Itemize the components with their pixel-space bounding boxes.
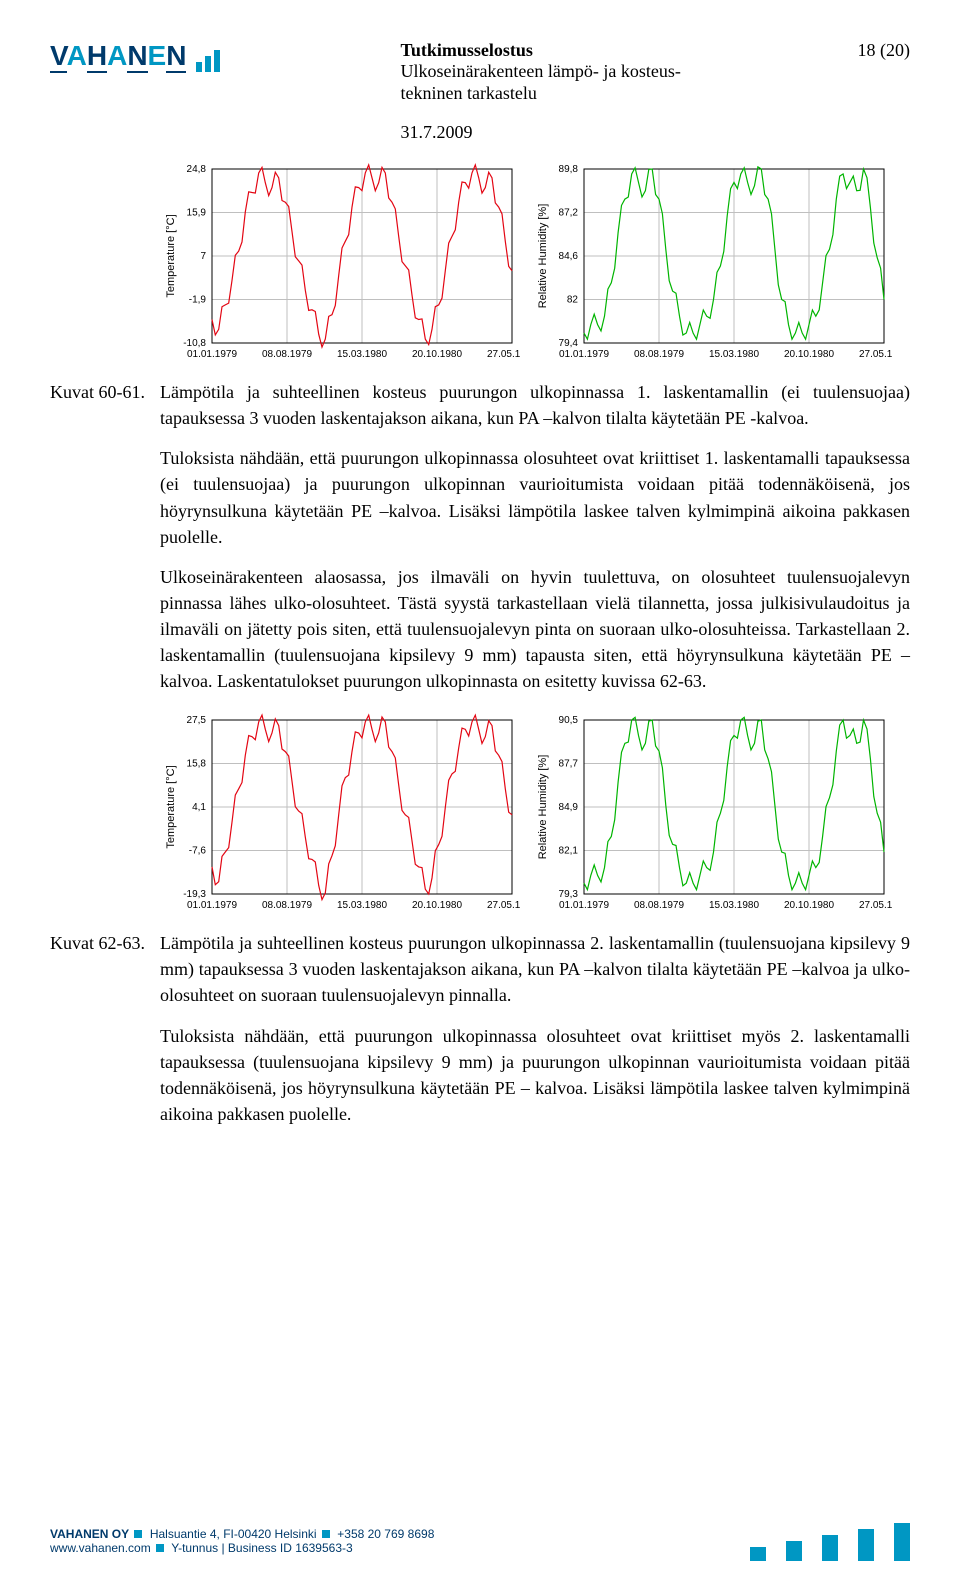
- chart-humidity-1: 89,8 87,2 84,6 82 79,401.01.1979 08.08.1979 15…: [532, 161, 892, 371]
- svg-text:82: 82: [567, 295, 579, 306]
- svg-text:-19,3: -19,3: [183, 889, 206, 900]
- paragraph-3: Tuloksista nähdään, että puurungon ulkop…: [160, 1023, 910, 1127]
- figure-caption-text-1: Lämpötila ja suhteellinen kosteus puurun…: [160, 379, 910, 431]
- svg-text:-10,8: -10,8: [183, 338, 206, 349]
- footer-web: www.vahanen.com: [50, 1541, 151, 1555]
- chart-temperature-2: 27,5 15,8 4,1 -7,6 -19,301.01.1979 08.08.1979…: [160, 712, 520, 922]
- svg-text:20.10.1980: 20.10.1980: [412, 900, 462, 911]
- footer-company: VAHANEN OY: [50, 1527, 129, 1541]
- svg-text:01.01.1979: 01.01.1979: [187, 349, 237, 360]
- svg-text:-1,9: -1,9: [189, 295, 207, 306]
- svg-text:27,5: 27,5: [187, 715, 207, 726]
- svg-text:20.10.1980: 20.10.1980: [784, 349, 834, 360]
- doc-subtitle-1: Ulkoseinärakenteen lämpö- ja kosteus-: [400, 61, 857, 83]
- footer-biz-id: 1639563-3: [295, 1541, 352, 1555]
- page-header: VAHANEN Tutkimusselostus Ulkoseinärakent…: [50, 40, 910, 143]
- svg-text:87,2: 87,2: [559, 208, 579, 219]
- figure-label-2: Kuvat 62-63.: [50, 930, 160, 1008]
- svg-text:7: 7: [200, 251, 206, 262]
- footer-biz-label: Y-tunnus | Business ID: [171, 1541, 292, 1555]
- chart-humidity-2: 90,5 87,7 84,9 82,1 79,301.01.1979 08.08.1979…: [532, 712, 892, 922]
- logo: VAHANEN: [50, 40, 220, 72]
- svg-text:Temperature [°C]: Temperature [°C]: [165, 766, 177, 849]
- footer-bars-icon: [750, 1523, 910, 1561]
- svg-text:15.03.1980: 15.03.1980: [337, 900, 387, 911]
- doc-subtitle-2: tekninen tarkastelu: [400, 83, 857, 105]
- svg-text:Relative Humidity [%]: Relative Humidity [%]: [537, 204, 549, 309]
- square-icon: [134, 1530, 142, 1538]
- svg-text:Temperature [°C]: Temperature [°C]: [165, 215, 177, 298]
- svg-text:27.05.1981: 27.05.1981: [859, 900, 892, 911]
- svg-text:01.01.1979: 01.01.1979: [187, 900, 237, 911]
- svg-text:08.08.1979: 08.08.1979: [634, 900, 684, 911]
- svg-text:27.05.1981: 27.05.1981: [487, 900, 520, 911]
- svg-text:15.03.1980: 15.03.1980: [709, 349, 759, 360]
- figure-row-1: 24,815,97-1,9-10,801.01.197908.08.197915…: [50, 161, 910, 371]
- svg-text:79,3: 79,3: [559, 889, 579, 900]
- logo-text: VAHANEN: [50, 40, 186, 72]
- doc-date: 31.7.2009: [400, 122, 857, 143]
- svg-text:01.01.1979: 01.01.1979: [559, 349, 609, 360]
- square-icon: [156, 1544, 164, 1552]
- svg-text:01.01.1979: 01.01.1979: [559, 900, 609, 911]
- square-icon: [322, 1530, 330, 1538]
- page-footer: VAHANEN OY Halsuantie 4, FI-00420 Helsin…: [50, 1527, 910, 1555]
- svg-text:87,7: 87,7: [559, 759, 579, 770]
- svg-text:08.08.1979: 08.08.1979: [262, 900, 312, 911]
- svg-text:79,4: 79,4: [559, 338, 579, 349]
- page-number: 18 (20): [858, 40, 911, 61]
- figure-label-1: Kuvat 60-61.: [50, 379, 160, 431]
- svg-text:-7,6: -7,6: [189, 846, 207, 857]
- logo-bars-icon: [196, 50, 220, 72]
- svg-text:Relative Humidity [%]: Relative Humidity [%]: [537, 755, 549, 860]
- svg-text:08.08.1979: 08.08.1979: [262, 349, 312, 360]
- footer-tel: +358 20 769 8698: [337, 1527, 434, 1541]
- svg-text:15.03.1980: 15.03.1980: [337, 349, 387, 360]
- svg-text:89,8: 89,8: [559, 164, 579, 175]
- svg-text:20.10.1980: 20.10.1980: [412, 349, 462, 360]
- svg-text:90,5: 90,5: [559, 715, 579, 726]
- svg-text:24,8: 24,8: [187, 164, 207, 175]
- chart-temperature-1: 24,8 15,9 7 -1,9 -10,801.01.1979 08.08.1979 15…: [160, 161, 520, 371]
- svg-text:15,9: 15,9: [187, 208, 207, 219]
- figure-caption-text-2: Lämpötila ja suhteellinen kosteus puurun…: [160, 930, 910, 1008]
- svg-text:27.05.1981: 27.05.1981: [487, 349, 520, 360]
- figure-caption-2: Kuvat 62-63. Lämpötila ja suhteellinen k…: [50, 930, 910, 1008]
- paragraph-2: Ulkoseinärakenteen alaosassa, jos ilmavä…: [160, 564, 910, 694]
- svg-text:84,6: 84,6: [559, 251, 579, 262]
- svg-text:4,1: 4,1: [192, 802, 206, 813]
- footer-address: Halsuantie 4, FI-00420 Helsinki: [150, 1527, 317, 1541]
- paragraph-1: Tuloksista nähdään, että puurungon ulkop…: [160, 445, 910, 549]
- doc-title: Tutkimusselostus: [400, 40, 857, 61]
- svg-text:20.10.1980: 20.10.1980: [784, 900, 834, 911]
- svg-text:15,8: 15,8: [187, 759, 207, 770]
- figure-row-2: 27,515,84,1-7,6-19,301.01.197908.08.1979…: [50, 712, 910, 922]
- svg-text:15.03.1980: 15.03.1980: [709, 900, 759, 911]
- svg-text:82,1: 82,1: [559, 846, 579, 857]
- svg-text:08.08.1979: 08.08.1979: [634, 349, 684, 360]
- svg-text:84,9: 84,9: [559, 802, 579, 813]
- svg-text:27.05.1981: 27.05.1981: [859, 349, 892, 360]
- figure-caption-1: Kuvat 60-61. Lämpötila ja suhteellinen k…: [50, 379, 910, 431]
